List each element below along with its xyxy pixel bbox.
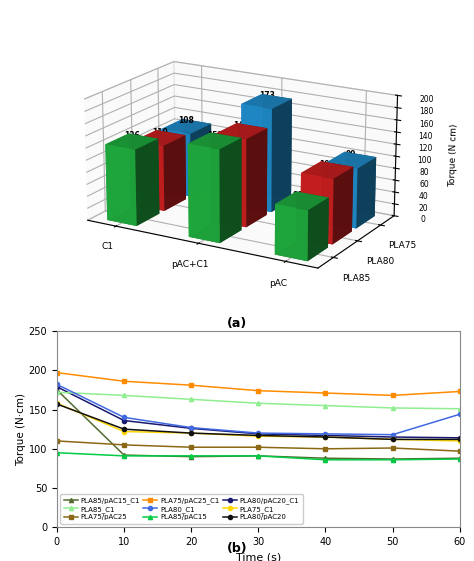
- PLA80/pAC20_C1: [255, 430, 261, 437]
- PLA75_C1: [54, 400, 60, 407]
- Text: (a): (a): [227, 317, 247, 330]
- PLA85_C1: [54, 389, 60, 396]
- PLA80/pAC20: [457, 436, 463, 443]
- PLA85_C1: [121, 392, 127, 399]
- Text: (b): (b): [227, 542, 247, 555]
- PLA75/pAC25: [54, 438, 60, 444]
- PLA80_C1: [255, 430, 261, 436]
- PLA80_C1: [390, 431, 395, 438]
- PLA80/pAC20_C1: [457, 434, 463, 441]
- PLA85_C1: [255, 400, 261, 407]
- PLA85/pAC15: [121, 453, 127, 459]
- X-axis label: Time (s): Time (s): [236, 553, 281, 561]
- PLA75_C1: [188, 430, 194, 436]
- PLA85_C1: [390, 404, 395, 411]
- PLA85_C1: [457, 406, 463, 412]
- PLA75/pAC25_C1: [54, 369, 60, 376]
- PLA85/pAC15_C1: [390, 456, 395, 462]
- Line: PLA80/pAC20: PLA80/pAC20: [55, 402, 462, 442]
- Line: PLA80_C1: PLA80_C1: [55, 382, 462, 437]
- Line: PLA75_C1: PLA75_C1: [55, 401, 462, 443]
- PLA85/pAC15: [54, 449, 60, 456]
- PLA85_C1: [323, 402, 328, 409]
- PLA80_C1: [54, 381, 60, 388]
- PLA80/pAC20_C1: [323, 432, 328, 439]
- PLA75/pAC25: [121, 442, 127, 448]
- PLA85/pAC15_C1: [255, 453, 261, 459]
- PLA85/pAC15_C1: [121, 452, 127, 458]
- PLA75/pAC25_C1: [255, 387, 261, 394]
- Line: PLA75/pAC25_C1: PLA75/pAC25_C1: [55, 370, 462, 398]
- PLA85/pAC15_C1: [54, 387, 60, 393]
- PLA80_C1: [188, 424, 194, 431]
- PLA85/pAC15: [323, 457, 328, 463]
- PLA85/pAC15: [390, 457, 395, 463]
- Line: PLA85_C1: PLA85_C1: [55, 390, 462, 411]
- PLA85/pAC15: [255, 453, 261, 459]
- PLA75/pAC25_C1: [323, 390, 328, 397]
- PLA80_C1: [121, 414, 127, 421]
- PLA80/pAC20: [188, 430, 194, 436]
- PLA75/pAC25: [323, 445, 328, 452]
- PLA85_C1: [188, 396, 194, 403]
- Line: PLA80/pAC20_C1: PLA80/pAC20_C1: [55, 385, 462, 440]
- PLA85/pAC15_C1: [457, 455, 463, 462]
- PLA85/pAC15_C1: [188, 453, 194, 460]
- Legend: PLA85/pAC15_C1, PLA85_C1, PLA75/pAC25, PLA75/pAC25_C1, PLA80_C1, PLA85/pAC15, PL: PLA85/pAC15_C1, PLA85_C1, PLA75/pAC25, P…: [60, 494, 303, 524]
- PLA80/pAC20: [255, 432, 261, 439]
- PLA75_C1: [121, 428, 127, 435]
- PLA80/pAC20_C1: [390, 434, 395, 440]
- PLA80/pAC20_C1: [188, 425, 194, 432]
- PLA80/pAC20: [390, 436, 395, 443]
- Line: PLA85/pAC15_C1: PLA85/pAC15_C1: [55, 388, 462, 461]
- PLA80/pAC20: [121, 426, 127, 433]
- Line: PLA75/pAC25: PLA75/pAC25: [55, 439, 462, 453]
- PLA80/pAC20_C1: [54, 383, 60, 390]
- PLA80_C1: [457, 411, 463, 417]
- PLA75_C1: [390, 436, 395, 443]
- PLA75_C1: [255, 433, 261, 440]
- PLA75_C1: [323, 434, 328, 440]
- PLA75/pAC25: [390, 445, 395, 452]
- PLA85/pAC15: [188, 453, 194, 459]
- PLA85/pAC15_C1: [323, 455, 328, 462]
- PLA80/pAC20: [54, 401, 60, 407]
- PLA75/pAC25: [188, 444, 194, 450]
- PLA80/pAC20_C1: [121, 417, 127, 424]
- PLA75/pAC25: [457, 448, 463, 454]
- Line: PLA85/pAC15: PLA85/pAC15: [55, 450, 462, 462]
- PLA75/pAC25_C1: [457, 388, 463, 395]
- PLA75/pAC25: [255, 444, 261, 450]
- PLA75_C1: [457, 438, 463, 444]
- PLA75/pAC25_C1: [121, 378, 127, 385]
- PLA85/pAC15: [457, 456, 463, 462]
- Y-axis label: Torque (N·cm): Torque (N·cm): [16, 393, 26, 466]
- PLA75/pAC25_C1: [390, 392, 395, 399]
- PLA80_C1: [323, 430, 328, 437]
- PLA75/pAC25_C1: [188, 382, 194, 389]
- PLA80/pAC20: [323, 434, 328, 440]
